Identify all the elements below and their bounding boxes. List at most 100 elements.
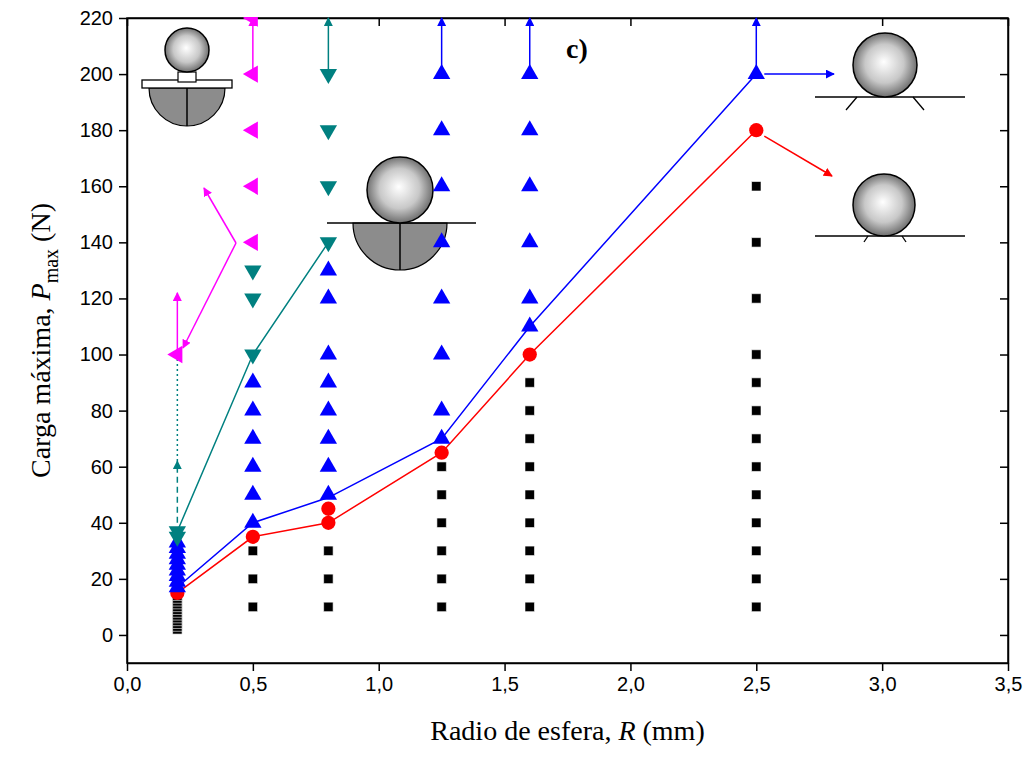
marker — [433, 345, 450, 360]
marker — [320, 457, 337, 472]
tick-mark — [119, 130, 127, 132]
tick-mark — [630, 663, 632, 671]
crack-icon — [902, 236, 906, 242]
tick-label: 2,5 — [743, 673, 771, 695]
marker — [437, 602, 446, 611]
marker — [320, 181, 337, 196]
marker — [243, 17, 258, 27]
tick-mark — [119, 298, 127, 300]
series-line — [177, 74, 756, 587]
tick — [1000, 411, 1008, 412]
tick: 100 — [80, 343, 127, 365]
marker — [321, 516, 335, 530]
marker — [525, 602, 534, 611]
marker — [324, 546, 333, 555]
tick-label: 40 — [91, 512, 113, 534]
crack-cone-icon — [149, 88, 225, 126]
tick-mark — [119, 242, 127, 244]
tick: 0,0 — [114, 663, 142, 695]
tick-mark — [1000, 354, 1008, 356]
leader-arrow — [764, 73, 834, 75]
plot-frame — [127, 18, 1008, 663]
marker — [525, 434, 534, 443]
marker — [321, 502, 335, 516]
marker — [248, 546, 257, 555]
tick-mark — [1000, 242, 1008, 244]
marker — [320, 288, 337, 303]
x-axis: 0,00,51,01,52,02,53,03,5 — [114, 663, 1023, 695]
tick — [630, 18, 631, 26]
tick — [1000, 130, 1008, 131]
tick-mark — [378, 663, 380, 671]
tick: 140 — [80, 231, 127, 253]
tick: 220 — [80, 7, 127, 29]
tick-label: 120 — [80, 287, 113, 309]
marker — [525, 518, 534, 527]
sphere-icon — [367, 157, 433, 223]
marker — [243, 234, 258, 251]
tick-mark — [253, 663, 255, 671]
tick-label: 20 — [91, 568, 113, 590]
series-markers — [173, 182, 761, 635]
marker — [525, 574, 534, 583]
marker — [525, 546, 534, 555]
marker — [752, 518, 761, 527]
y-axis-right — [1000, 19, 1009, 664]
tick-mark — [119, 523, 127, 525]
tick-label: 60 — [91, 456, 113, 478]
range-arrow — [177, 293, 179, 355]
marker — [752, 238, 761, 247]
tick: 160 — [80, 175, 127, 197]
tick-mark — [119, 579, 127, 581]
marker — [525, 490, 534, 499]
tick: 40 — [91, 512, 127, 534]
tick — [1000, 74, 1008, 75]
marker — [752, 574, 761, 583]
tick-label: 1,0 — [365, 673, 393, 695]
marker — [433, 176, 450, 191]
range-arrow — [328, 18, 330, 74]
axis-title-part: (mm) — [636, 715, 705, 746]
tick — [1000, 186, 1008, 187]
tick: 120 — [80, 287, 127, 309]
marker — [433, 232, 450, 247]
y-axis-title: Carga máxima, Pmax (N) — [25, 203, 62, 478]
marker — [169, 526, 186, 541]
marker — [435, 446, 449, 460]
range-arrow — [177, 355, 179, 462]
marker — [320, 345, 337, 360]
tick — [1000, 523, 1008, 524]
tick: 0,5 — [239, 663, 267, 695]
marker — [752, 462, 761, 471]
crack-cone-icon — [353, 223, 447, 270]
tick — [1000, 298, 1008, 299]
plot-area — [167, 17, 765, 634]
marker — [246, 530, 260, 544]
tick: 180 — [80, 119, 127, 141]
tick: 3,5 — [995, 663, 1023, 695]
tick-mark — [1000, 186, 1008, 188]
marker — [748, 64, 765, 79]
tick: 1,5 — [491, 663, 519, 695]
series-markers — [169, 69, 337, 547]
marker — [320, 373, 337, 388]
marker — [243, 122, 258, 139]
marker — [320, 401, 337, 416]
marker — [752, 546, 761, 555]
tick-label: 2,0 — [617, 673, 645, 695]
marker — [752, 406, 761, 415]
series-line — [177, 130, 756, 593]
sphere-icon — [853, 33, 917, 97]
marker — [324, 574, 333, 583]
tick-label: 3,5 — [995, 673, 1023, 695]
crack-icon — [864, 236, 868, 242]
marker — [437, 490, 446, 499]
tick: 80 — [91, 400, 127, 422]
tick-mark — [756, 663, 758, 671]
tick-label: 160 — [80, 175, 113, 197]
tick-mark — [1008, 663, 1010, 671]
tick — [1000, 355, 1008, 356]
tick-mark — [1000, 298, 1008, 300]
marker — [244, 401, 261, 416]
tick-mark — [630, 18, 632, 26]
